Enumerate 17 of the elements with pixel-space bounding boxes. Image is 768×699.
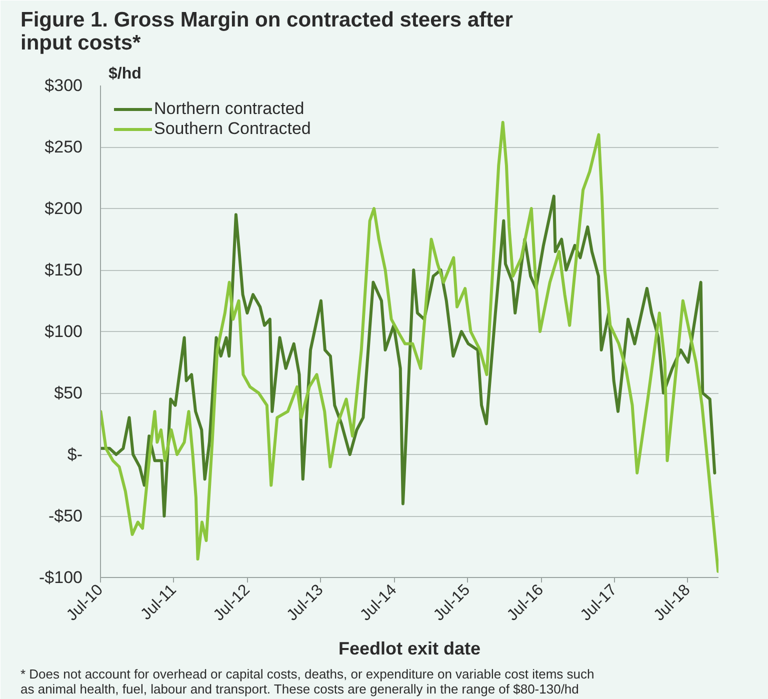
- y-tick-label: $150: [44, 260, 83, 280]
- y-tick-label: $200: [44, 199, 83, 218]
- y-tick-label: $300: [44, 76, 83, 95]
- legend-label: Northern contracted: [154, 99, 304, 119]
- legend-label: Southern Contracted: [154, 119, 311, 139]
- text: * Does not account for overhead or capital costs, deaths, or expenditure on variable cost items such as animal health, fuel, labour and transport. These costs are generally in the range of $80-130/hd: [20, 666, 594, 696]
- y-tick-label: $250: [44, 138, 83, 156]
- line-series: [100, 120, 718, 573]
- line-series: [100, 194, 716, 518]
- y-axis-title: $/hd: [108, 66, 142, 82]
- y-tick-label: $-: [67, 445, 83, 464]
- y-tick-label: -$100: [39, 568, 83, 587]
- chart-title: Figure 1. Gross Margin on contracted steers after input costs*: [20, 8, 513, 54]
- x-axis-title: Feedlot exit date: [338, 638, 481, 658]
- y-tick-label: $50: [54, 384, 83, 402]
- y-tick-label: $100: [44, 322, 83, 341]
- y-tick-label: -$50: [48, 506, 83, 526]
